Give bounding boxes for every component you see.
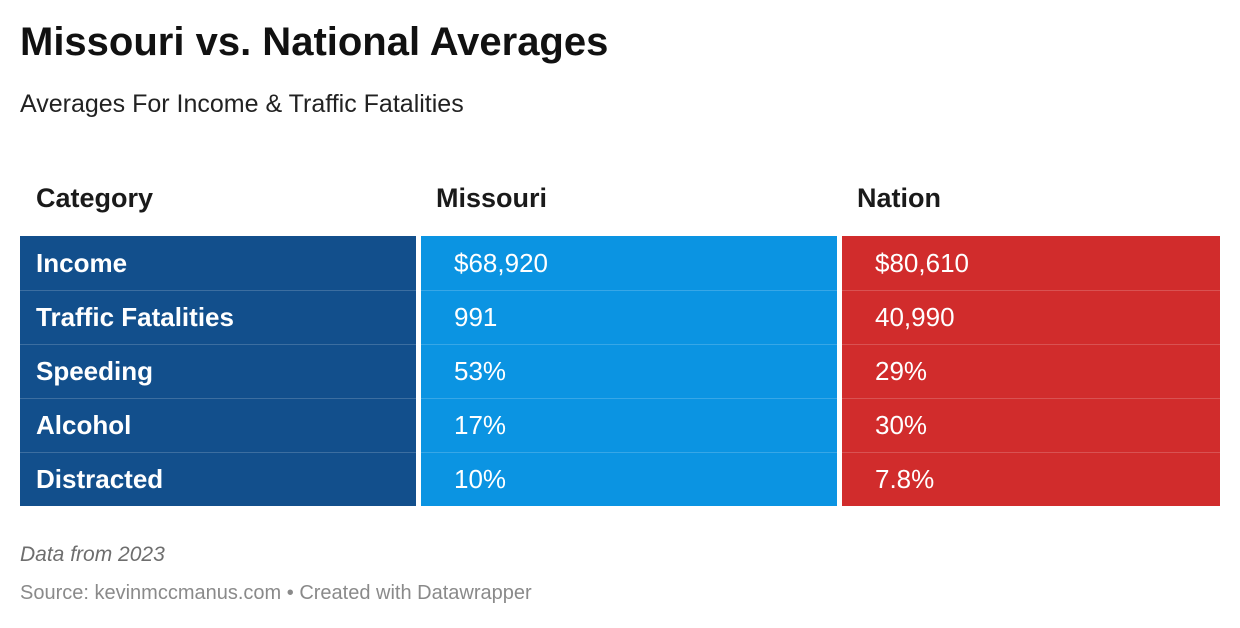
source-credit: Source: kevinmccmanus.com • Created with… <box>20 582 532 604</box>
data-note: Data from 2023 <box>20 543 165 566</box>
column-header-missouri: Missouri <box>436 182 548 213</box>
missouri-cell-distracted: 10% <box>421 452 837 506</box>
chart-title: Missouri vs. National Averages <box>20 20 609 64</box>
column-header-category: Category <box>36 182 154 213</box>
category-cell-alcohol: Alcohol <box>20 398 416 452</box>
category-cell-income: Income <box>36 247 128 278</box>
data-table: Category Missouri Nation Income Traffic … <box>20 170 1220 506</box>
nation-cell-speeding: 29% <box>842 344 1220 398</box>
column-header-nation: Nation <box>857 182 941 213</box>
table-header-row: Category Missouri Nation <box>20 170 1220 226</box>
missouri-cell-speeding: 53% <box>421 344 837 398</box>
nation-cell-traffic-fatalities: 40,990 <box>842 290 1220 344</box>
table-body: Income Traffic Fatalities Speeding Alcoh… <box>20 236 1220 506</box>
category-cell-traffic-fatalities: Traffic Fatalities <box>20 290 416 344</box>
missouri-cell-income: $68,920 <box>454 247 548 278</box>
chart-subtitle: Averages For Income & Traffic Fatalities <box>20 90 464 118</box>
category-column: Income Traffic Fatalities Speeding Alcoh… <box>20 236 416 506</box>
missouri-column: $68,920 991 53% 17% 10% <box>421 236 837 506</box>
nation-cell-alcohol: 30% <box>842 398 1220 452</box>
category-cell-distracted: Distracted <box>20 452 416 506</box>
missouri-cell-alcohol: 17% <box>421 398 837 452</box>
nation-cell-income: $80,610 <box>875 247 969 278</box>
nation-cell-distracted: 7.8% <box>842 452 1220 506</box>
nation-column: $80,610 40,990 29% 30% 7.8% <box>842 236 1220 506</box>
category-cell-speeding: Speeding <box>20 344 416 398</box>
missouri-cell-traffic-fatalities: 991 <box>421 290 837 344</box>
